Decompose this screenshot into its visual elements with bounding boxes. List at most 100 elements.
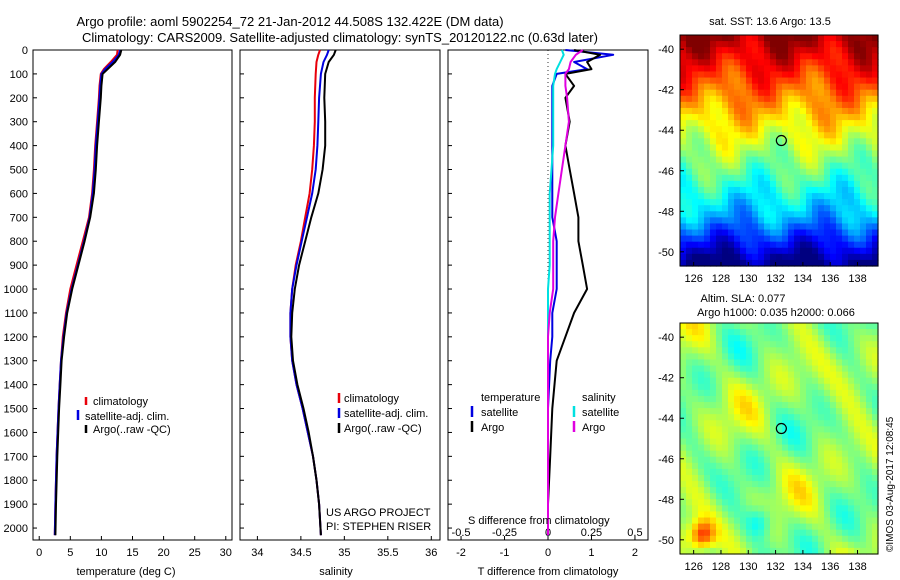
heatmap-cell xyxy=(812,259,819,267)
heatmap-cell xyxy=(680,402,687,409)
heatmap-cell xyxy=(686,186,693,194)
heatmap-cell xyxy=(824,377,831,385)
heatmap-cell xyxy=(716,395,723,403)
heatmap-cell xyxy=(698,438,705,446)
heatmap-cell xyxy=(740,535,747,543)
heatmap-cell xyxy=(812,168,819,176)
heatmap-cell xyxy=(848,383,855,391)
heatmap-cell xyxy=(728,474,735,482)
heatmap-cell xyxy=(704,253,711,261)
heatmap-cell xyxy=(824,523,831,531)
heatmap-cell xyxy=(872,126,879,133)
s-tick-label: -0.5 xyxy=(452,527,471,539)
heatmap-cell xyxy=(848,329,855,336)
heatmap-cell xyxy=(842,126,849,133)
heatmap-cell xyxy=(806,235,813,243)
heatmap-cell xyxy=(704,83,711,91)
heatmap-cell xyxy=(764,535,771,543)
heatmap-cell xyxy=(752,253,759,261)
heatmap-cell xyxy=(752,456,759,464)
heatmap-cell xyxy=(758,253,765,261)
heatmap-cell xyxy=(758,235,765,243)
heatmap-cell xyxy=(716,180,723,188)
heatmap-cell xyxy=(710,156,717,164)
salinity-xlabel: salinity xyxy=(319,566,353,578)
heatmap-cell xyxy=(836,438,843,446)
heatmap-cell xyxy=(758,156,765,164)
heatmap-cell xyxy=(728,65,735,73)
heatmap-cell xyxy=(794,499,801,506)
heatmap-cell xyxy=(794,193,801,200)
heatmap-cell xyxy=(782,499,789,506)
heatmap-cell xyxy=(710,438,717,446)
heatmap-cell xyxy=(710,408,717,415)
heatmap-cell xyxy=(752,65,759,73)
heatmap-cell xyxy=(830,426,837,434)
heatmap-cell xyxy=(848,235,855,243)
heatmap-cell xyxy=(800,389,807,397)
heatmap-cell xyxy=(752,211,759,218)
heatmap-cell xyxy=(758,341,765,348)
heatmap-cell xyxy=(824,144,831,152)
heatmap-cell xyxy=(746,95,753,103)
heatmap-cell xyxy=(794,383,801,391)
heatmap-cell xyxy=(734,180,741,188)
heatmap-cell xyxy=(794,438,801,446)
heatmap-cell xyxy=(806,511,813,519)
heatmap-cell xyxy=(812,371,819,379)
heatmap-cell xyxy=(818,408,825,415)
heatmap-cell xyxy=(842,329,849,336)
heatmap-cell xyxy=(704,432,711,440)
heatmap-cell xyxy=(848,193,855,200)
heatmap-cell xyxy=(764,114,771,121)
heatmap-cell xyxy=(758,426,765,434)
heatmap-cell xyxy=(686,329,693,336)
heatmap-cell xyxy=(764,235,771,243)
heatmap-cell xyxy=(686,211,693,218)
heatmap-cell xyxy=(692,65,699,73)
heatmap-cell xyxy=(764,511,771,519)
heatmap-cell xyxy=(776,138,783,146)
heatmap-cell xyxy=(752,199,759,206)
heatmap-cell xyxy=(866,235,873,243)
heatmap-cell xyxy=(734,535,741,543)
heatmap-cell xyxy=(794,505,801,513)
heatmap-cell xyxy=(734,341,741,348)
heatmap-cell xyxy=(722,193,729,200)
heatmap-cell xyxy=(800,174,807,182)
heatmap-cell xyxy=(686,235,693,243)
heatmap-cell xyxy=(722,517,729,525)
heatmap-cell xyxy=(806,162,813,170)
heatmap-cell xyxy=(872,211,879,218)
heatmap-cell xyxy=(842,83,849,91)
heatmap-cell xyxy=(698,247,705,255)
heatmap-cell xyxy=(710,541,717,549)
heatmap-cell xyxy=(752,383,759,391)
heatmap-cell xyxy=(710,65,717,73)
heatmap-cell xyxy=(758,474,765,482)
heatmap-cell xyxy=(818,347,825,354)
heatmap-cell xyxy=(686,499,693,506)
heatmap-cell xyxy=(866,341,873,348)
heatmap-cell xyxy=(692,414,699,421)
heatmap-cell xyxy=(806,493,813,500)
heatmap-cell xyxy=(854,389,861,397)
heatmap-cell xyxy=(686,335,693,342)
heatmap-cell xyxy=(770,450,777,458)
heatmap-cell xyxy=(836,174,843,182)
heatmap-cell xyxy=(824,335,831,342)
heatmap-cell xyxy=(776,389,783,397)
heatmap-cell xyxy=(770,35,777,42)
heatmap-cell xyxy=(800,235,807,243)
heatmap-cell xyxy=(776,101,783,109)
heatmap-cell xyxy=(746,529,753,537)
heatmap-cell xyxy=(728,323,735,330)
heatmap-cell xyxy=(872,114,879,121)
x-tick-label: 15 xyxy=(126,547,138,559)
heatmap-cell xyxy=(860,235,867,243)
heatmap-cell xyxy=(686,241,693,249)
heatmap-cell xyxy=(710,180,717,188)
heatmap-cell xyxy=(794,211,801,218)
heatmap-cell xyxy=(710,186,717,194)
heatmap-cell xyxy=(746,365,753,373)
